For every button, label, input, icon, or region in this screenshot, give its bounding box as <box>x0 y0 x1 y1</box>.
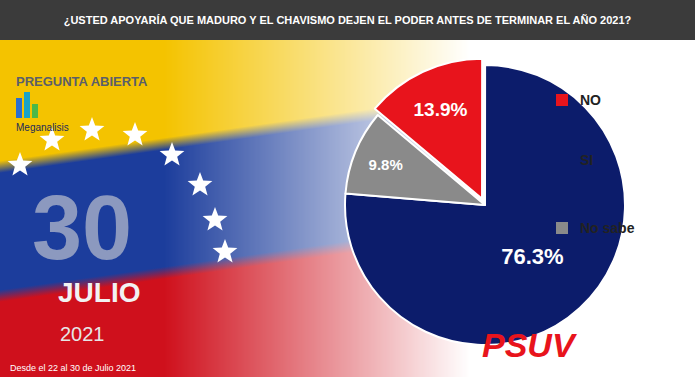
svg-text:2021: 2021 <box>60 323 105 345</box>
svg-text:No sabe: No sabe <box>580 220 635 236</box>
svg-text:30: 30 <box>32 178 132 278</box>
svg-text:SI: SI <box>580 152 593 168</box>
svg-text:PREGUNTA ABIERTA: PREGUNTA ABIERTA <box>16 74 148 89</box>
svg-text:NO: NO <box>580 92 601 108</box>
svg-text:9.8%: 9.8% <box>369 156 403 173</box>
svg-text:¿USTED APOYARÍA QUE MADURO Y E: ¿USTED APOYARÍA QUE MADURO Y EL CHAVISMO… <box>64 14 632 27</box>
svg-text:JULIO: JULIO <box>58 277 140 308</box>
svg-text:76.3%: 76.3% <box>501 244 563 269</box>
svg-text:Desde el 22 al 30 de Julio 202: Desde el 22 al 30 de Julio 2021 <box>10 363 136 373</box>
svg-text:13.9%: 13.9% <box>414 99 468 120</box>
svg-text:PSUV: PSUV <box>482 326 578 364</box>
svg-text:Meganalisis: Meganalisis <box>16 122 69 133</box>
